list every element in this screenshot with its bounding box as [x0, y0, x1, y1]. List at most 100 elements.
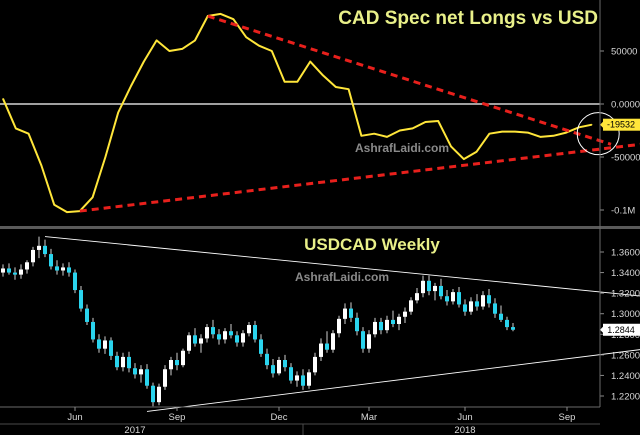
- candle-body: [457, 292, 461, 305]
- candle-body: [253, 325, 257, 340]
- bottom-plot-area: [0, 229, 600, 406]
- bottom-trendline-1: [44, 236, 640, 297]
- top-plot-area: [0, 0, 600, 225]
- candle-body: [325, 343, 329, 350]
- bottom-ytick-label: 1.2200: [611, 392, 640, 403]
- candle-body: [499, 313, 503, 320]
- cad-net-longs-point: [322, 74, 324, 76]
- bottom-last-value-box: [603, 323, 640, 336]
- candle-body: [61, 267, 65, 271]
- cad-net-longs-point: [220, 13, 222, 15]
- candle-body: [397, 316, 401, 324]
- candle-body: [307, 372, 311, 386]
- top-ytick-label: 50000: [611, 47, 637, 58]
- candle-body: [109, 340, 113, 356]
- candle-body: [511, 327, 515, 330]
- candle-body: [169, 360, 173, 370]
- cad-net-longs-point: [92, 196, 94, 198]
- candle-body: [265, 353, 269, 366]
- candle-body: [259, 339, 263, 354]
- top-last-value-tag: -19532: [600, 118, 640, 131]
- candle-body: [223, 331, 227, 340]
- candle-body: [277, 360, 281, 374]
- candle-body: [415, 293, 419, 301]
- top-trendlines: [79, 14, 640, 213]
- cad-net-longs-point: [130, 85, 132, 87]
- candle-body: [211, 327, 215, 335]
- candle-body: [439, 285, 443, 297]
- cad-net-longs-point: [194, 39, 196, 42]
- candle-body: [181, 350, 185, 366]
- candle-body: [157, 386, 161, 403]
- candle-body: [43, 245, 47, 255]
- top-trendline-1: [207, 14, 612, 146]
- candle-body: [91, 321, 95, 340]
- candle-body: [151, 385, 155, 403]
- cad-net-longs-point: [271, 50, 273, 52]
- candle-body: [433, 285, 437, 292]
- cad-net-longs-point: [527, 132, 529, 134]
- cad-net-longs-point: [28, 133, 30, 135]
- cad-net-longs-point: [2, 98, 4, 100]
- cad-net-longs-point: [143, 61, 145, 63]
- candle-body: [337, 318, 341, 334]
- cad-net-longs-point: [488, 133, 490, 135]
- candle-body: [463, 304, 467, 312]
- top-ytick-label: -0.1M: [611, 206, 635, 217]
- cad-net-longs-point: [450, 145, 452, 147]
- candle-body: [67, 267, 71, 273]
- candle-body: [343, 308, 347, 319]
- x-tick-label: Mar: [361, 412, 377, 423]
- candle-body: [409, 300, 413, 312]
- cad-net-longs-point: [117, 111, 119, 114]
- bottom-last-value-tag: 1.2844: [600, 323, 640, 336]
- top-last-value-box: [603, 118, 640, 131]
- cad-net-longs-point: [156, 39, 158, 42]
- cad-net-longs-point: [412, 127, 414, 129]
- candle-body: [127, 356, 131, 369]
- candle-body: [487, 295, 491, 304]
- cad-net-longs-point: [335, 86, 337, 88]
- top-y-axis: 50000 0.0000 -50000 -0.1M: [600, 47, 640, 217]
- candle-body: [37, 245, 41, 250]
- candle-body: [7, 268, 11, 273]
- candle-body: [145, 369, 149, 386]
- candle-body: [379, 321, 383, 331]
- candle-body: [247, 325, 251, 334]
- candle-body: [403, 311, 407, 317]
- bottom-ytick-label: 1.2400: [611, 371, 640, 382]
- bottom-last-value-pointer: [600, 326, 603, 333]
- cad-net-longs-point: [232, 18, 234, 20]
- cad-net-longs-point: [565, 132, 567, 134]
- candle-body: [85, 308, 89, 322]
- bottom-ytick-label: 1.3400: [611, 268, 640, 279]
- top-watermark: AshrafLaidi.com: [355, 141, 449, 155]
- candle-body: [331, 333, 335, 350]
- cad-net-longs-point: [437, 120, 439, 122]
- cad-net-longs-point: [245, 36, 247, 38]
- cad-net-longs-point: [168, 50, 170, 52]
- candle-body: [115, 355, 119, 368]
- highlight-circle: [576, 112, 620, 156]
- bottom-ytick-label: 1.2600: [611, 350, 640, 361]
- cad-net-longs-point: [309, 61, 311, 63]
- candle-body: [139, 369, 143, 375]
- candle-body: [73, 272, 77, 291]
- cad-net-longs-point: [104, 156, 106, 158]
- candle-body: [25, 262, 29, 270]
- candle-body: [79, 290, 83, 309]
- x-tick-label: Jun: [67, 412, 82, 423]
- candle-body: [205, 327, 209, 339]
- candle-body: [163, 369, 167, 387]
- x-tick-label: Jun: [457, 412, 472, 423]
- candle-body: [55, 266, 59, 271]
- x-tick-label: Sep: [169, 412, 186, 423]
- candle-body: [481, 295, 485, 307]
- candle-body: [121, 356, 125, 368]
- bottom-trendlines: [44, 236, 640, 412]
- candle-body: [445, 296, 449, 302]
- candle-body: [175, 360, 179, 366]
- cad-net-longs-point: [258, 45, 260, 47]
- candle-body: [373, 321, 377, 335]
